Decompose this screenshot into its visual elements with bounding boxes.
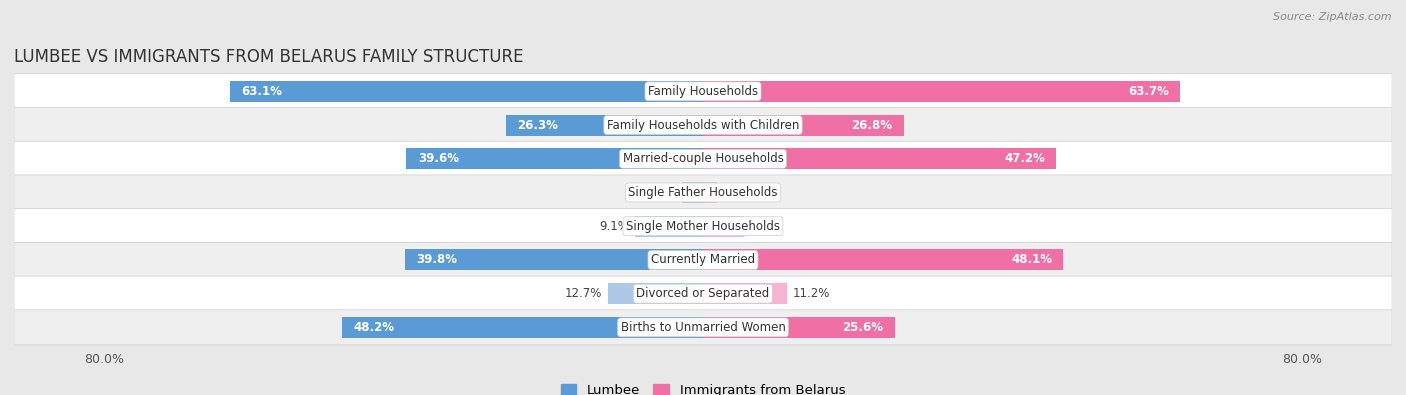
Bar xyxy=(703,148,1056,169)
FancyBboxPatch shape xyxy=(14,141,1392,176)
Text: Source: ZipAtlas.com: Source: ZipAtlas.com xyxy=(1274,12,1392,22)
Text: LUMBEE VS IMMIGRANTS FROM BELARUS FAMILY STRUCTURE: LUMBEE VS IMMIGRANTS FROM BELARUS FAMILY… xyxy=(14,48,523,66)
Text: Family Households: Family Households xyxy=(648,85,758,98)
Text: 1.9%: 1.9% xyxy=(723,186,754,199)
FancyBboxPatch shape xyxy=(14,276,1392,311)
FancyBboxPatch shape xyxy=(14,243,1392,277)
Bar xyxy=(636,216,703,237)
Text: 47.2%: 47.2% xyxy=(1004,152,1045,165)
Bar xyxy=(405,250,703,271)
Text: 25.6%: 25.6% xyxy=(842,321,883,334)
Text: 63.1%: 63.1% xyxy=(242,85,283,98)
Text: Single Father Households: Single Father Households xyxy=(628,186,778,199)
Text: 48.1%: 48.1% xyxy=(1011,254,1052,267)
FancyBboxPatch shape xyxy=(14,209,1392,244)
Bar xyxy=(703,182,717,203)
Text: Family Households with Children: Family Households with Children xyxy=(607,118,799,132)
Text: Currently Married: Currently Married xyxy=(651,254,755,267)
Bar xyxy=(682,182,703,203)
Text: 26.3%: 26.3% xyxy=(517,118,558,132)
Bar xyxy=(342,317,703,338)
Bar xyxy=(607,283,703,304)
Text: 48.2%: 48.2% xyxy=(353,321,394,334)
Bar xyxy=(703,216,744,237)
Bar xyxy=(506,115,703,135)
FancyBboxPatch shape xyxy=(14,175,1392,210)
FancyBboxPatch shape xyxy=(14,74,1392,109)
Text: 5.5%: 5.5% xyxy=(751,220,780,233)
Bar xyxy=(703,115,904,135)
Text: 9.1%: 9.1% xyxy=(599,220,628,233)
Legend: Lumbee, Immigrants from Belarus: Lumbee, Immigrants from Belarus xyxy=(555,378,851,395)
Bar xyxy=(703,283,787,304)
Bar xyxy=(231,81,703,102)
Text: 26.8%: 26.8% xyxy=(852,118,893,132)
Bar xyxy=(703,81,1180,102)
Text: Births to Unmarried Women: Births to Unmarried Women xyxy=(620,321,786,334)
Text: 12.7%: 12.7% xyxy=(565,287,602,300)
Text: 39.6%: 39.6% xyxy=(418,152,458,165)
Text: 11.2%: 11.2% xyxy=(793,287,830,300)
Bar xyxy=(703,317,894,338)
Text: Married-couple Households: Married-couple Households xyxy=(623,152,783,165)
Text: 2.8%: 2.8% xyxy=(647,186,676,199)
FancyBboxPatch shape xyxy=(14,310,1392,345)
Bar xyxy=(406,148,703,169)
Text: Divorced or Separated: Divorced or Separated xyxy=(637,287,769,300)
Bar xyxy=(703,250,1063,271)
Text: 39.8%: 39.8% xyxy=(416,254,457,267)
Text: 63.7%: 63.7% xyxy=(1128,85,1168,98)
FancyBboxPatch shape xyxy=(14,107,1392,143)
Text: Single Mother Households: Single Mother Households xyxy=(626,220,780,233)
